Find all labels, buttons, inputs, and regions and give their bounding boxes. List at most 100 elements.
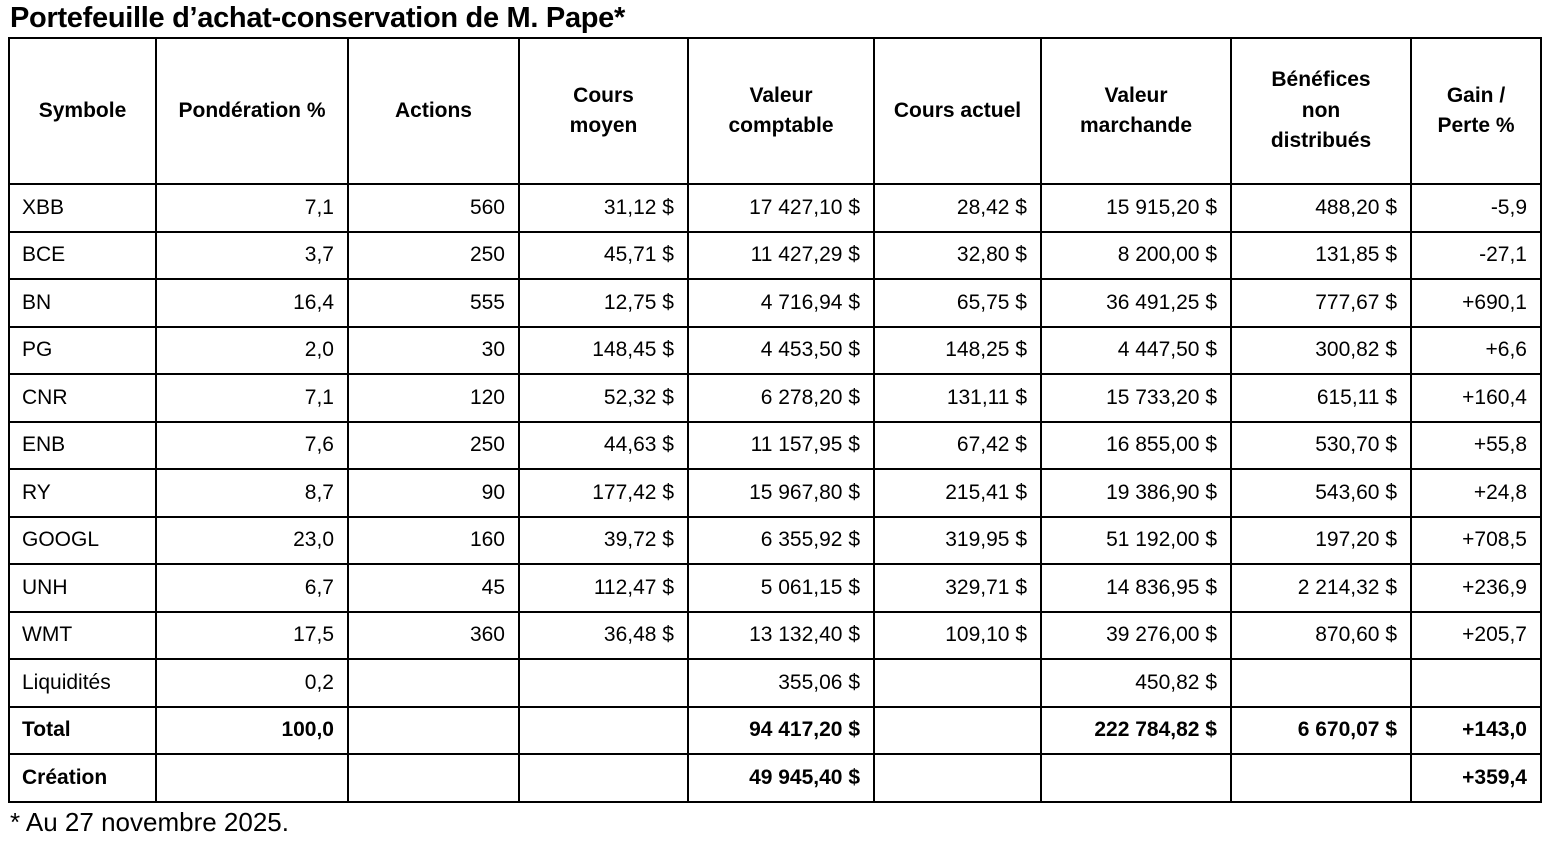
table-cell: 7,1 [155, 373, 349, 423]
table-cell: 450,82 $ [1040, 658, 1232, 708]
table-cell: 45,71 $ [518, 230, 689, 280]
table-row: XBB 7,1 560 31,12 $17 427,10 $28,42 $15 915… [8, 183, 1542, 233]
table-cell: 65,75 $ [873, 278, 1042, 328]
column-header: Cours actuel [873, 37, 1042, 185]
table-cell: 160 [347, 515, 520, 565]
table-cell: 15 733,20 $ [1040, 373, 1232, 423]
table-cell: +160,4 [1410, 373, 1542, 423]
table-cell: 329,71 $ [873, 563, 1042, 613]
table-cell: 6 278,20 $ [687, 373, 875, 423]
table-row: PG 2,0 30 148,45 $4 453,50 $148,25 $4 447,5… [8, 325, 1542, 375]
header-row: Symbole Pondération % Actions Cours moyen Va… [8, 37, 1542, 185]
table-cell: 12,75 $ [518, 278, 689, 328]
table-cell: 17 427,10 $ [687, 183, 875, 233]
table-cell: 197,20 $ [1230, 515, 1412, 565]
table-cell: 15 967,80 $ [687, 468, 875, 518]
table-cell: 250 [347, 420, 520, 470]
table-body: XBB 7,1 560 31,12 $17 427,10 $28,42 $15 915… [8, 183, 1542, 803]
table-cell: 177,42 $ [518, 468, 689, 518]
table-cell: 4 716,94 $ [687, 278, 875, 328]
table-cell [518, 658, 689, 708]
table-cell: 8 200,00 $ [1040, 230, 1232, 280]
column-header: Pondération % [155, 37, 349, 185]
table-cell [518, 705, 689, 755]
table-cell: 543,60 $ [1230, 468, 1412, 518]
table-cell [347, 705, 520, 755]
table-cell: +205,7 [1410, 610, 1542, 660]
table-cell: 14 836,95 $ [1040, 563, 1232, 613]
table-cell: 319,95 $ [873, 515, 1042, 565]
table-cell: 67,42 $ [873, 420, 1042, 470]
column-header: Actions [347, 37, 520, 185]
table-cell: 44,63 $ [518, 420, 689, 470]
table-cell: 8,7 [155, 468, 349, 518]
table-cell: +359,4 [1410, 753, 1542, 803]
table-cell: 530,70 $ [1230, 420, 1412, 470]
table-cell: Liquidités [8, 658, 157, 708]
table-cell [873, 705, 1042, 755]
table-cell: 23,0 [155, 515, 349, 565]
table-cell: 45 [347, 563, 520, 613]
table-cell: 30 [347, 325, 520, 375]
column-header: Symbole [8, 37, 157, 185]
table-cell: 11 427,29 $ [687, 230, 875, 280]
portfolio-table: Symbole Pondération % Actions Cours moyen Va… [8, 37, 1542, 803]
table-row: RY 8,7 90 177,42 $15 967,80 $215,41 $19 386… [8, 468, 1542, 518]
table-cell: 90 [347, 468, 520, 518]
table-cell: 28,42 $ [873, 183, 1042, 233]
table-cell [347, 753, 520, 803]
table-cell [1410, 658, 1542, 708]
table-cell: 15 915,20 $ [1040, 183, 1232, 233]
table-cell: 131,85 $ [1230, 230, 1412, 280]
table-cell: 19 386,90 $ [1040, 468, 1232, 518]
table-cell: +143,0 [1410, 705, 1542, 755]
table-cell: BCE [8, 230, 157, 280]
table-cell [155, 753, 349, 803]
table-cell: CNR [8, 373, 157, 423]
table-cell: 120 [347, 373, 520, 423]
table-cell: 870,60 $ [1230, 610, 1412, 660]
table-cell [1230, 658, 1412, 708]
table-cell: 16,4 [155, 278, 349, 328]
table-cell [873, 753, 1042, 803]
table-cell: 94 417,20 $ [687, 705, 875, 755]
table-cell: 5 061,15 $ [687, 563, 875, 613]
table-cell: 112,47 $ [518, 563, 689, 613]
table-cell [1040, 753, 1232, 803]
table-cell: 49 945,40 $ [687, 753, 875, 803]
table-cell: PG [8, 325, 157, 375]
table-cell: RY [8, 468, 157, 518]
table-cell: 777,67 $ [1230, 278, 1412, 328]
table-cell: Création [8, 753, 157, 803]
table-cell: 300,82 $ [1230, 325, 1412, 375]
page-title: Portefeuille d’achat-conservation de M. … [10, 2, 625, 34]
table-row: GOOGL 23,0 160 39,72 $6 355,92 $319,95 $51 … [8, 515, 1542, 565]
table-cell: 215,41 $ [873, 468, 1042, 518]
table-cell: 488,20 $ [1230, 183, 1412, 233]
table-cell: 2 214,32 $ [1230, 563, 1412, 613]
table-row: CNR 7,1 120 52,32 $6 278,20 $131,11 $15 733… [8, 373, 1542, 423]
table-row: UNH 6,7 45 112,47 $5 061,15 $329,71 $14 836… [8, 563, 1542, 613]
table-cell: 51 192,00 $ [1040, 515, 1232, 565]
table-cell: -27,1 [1410, 230, 1542, 280]
table-cell: 615,11 $ [1230, 373, 1412, 423]
table-cell: 13 132,40 $ [687, 610, 875, 660]
table-cell: 250 [347, 230, 520, 280]
table-cell: 6,7 [155, 563, 349, 613]
table-cell: 39,72 $ [518, 515, 689, 565]
column-header: Gain / Perte % [1410, 37, 1542, 185]
table-cell: 16 855,00 $ [1040, 420, 1232, 470]
table-row: WMT 17,5 360 36,48 $13 132,40 $109,10 $39 2… [8, 610, 1542, 660]
footnote: * Au 27 novembre 2025. [10, 806, 289, 837]
table-cell: 109,10 $ [873, 610, 1042, 660]
table-cell: ENB [8, 420, 157, 470]
table-cell: 560 [347, 183, 520, 233]
table-cell: 131,11 $ [873, 373, 1042, 423]
table-cell: XBB [8, 183, 157, 233]
table-cell: 222 784,82 $ [1040, 705, 1232, 755]
table-cell: 32,80 $ [873, 230, 1042, 280]
table-cell: 100,0 [155, 705, 349, 755]
table-cell: 31,12 $ [518, 183, 689, 233]
table-cell: 17,5 [155, 610, 349, 660]
